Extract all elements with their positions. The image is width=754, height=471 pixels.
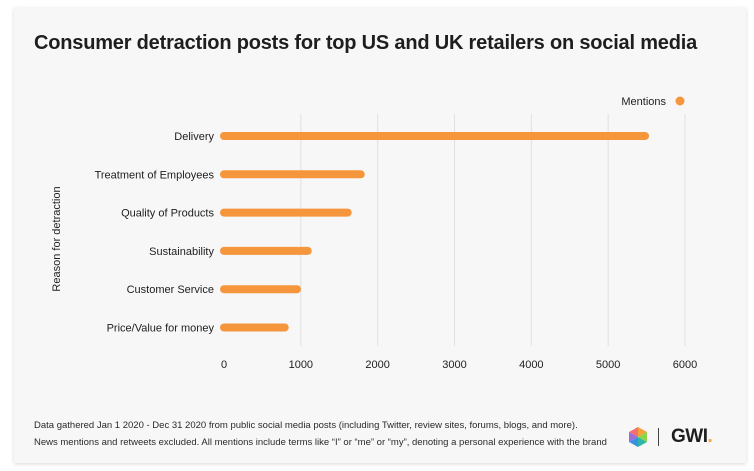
x-tick-label: 6000 xyxy=(673,359,697,371)
category-label: Sustainability xyxy=(149,246,214,258)
x-tick-labels: 0 1000 2000 3000 4000 5000 6000 xyxy=(221,359,697,371)
category-label: Quality of Products xyxy=(121,208,214,220)
category-label: Delivery xyxy=(174,131,214,143)
footnote-line-2: News mentions and retweets excluded. All… xyxy=(34,437,607,448)
category-label: Price/Value for money xyxy=(107,323,215,335)
legend: Mentions xyxy=(621,96,685,108)
footnote-line-1: Data gathered Jan 1 2020 - Dec 31 2020 f… xyxy=(34,420,578,431)
x-tick-label: 1000 xyxy=(289,359,313,371)
x-tick-label: 0 xyxy=(221,359,227,371)
y-axis-label: Reason for detraction xyxy=(51,186,63,291)
bars xyxy=(220,132,650,332)
hexagon-logo-icon xyxy=(629,427,647,447)
chart-title: Consumer detraction posts for top US and… xyxy=(34,32,697,54)
x-tick-label: 3000 xyxy=(442,359,466,371)
bar-chart: Delivery Treatment of Employees Quality of… xyxy=(51,96,697,371)
legend-marker-mentions xyxy=(675,96,685,106)
logo-separator xyxy=(658,428,659,446)
x-tick-label: 4000 xyxy=(519,359,543,371)
category-label: Treatment of Employees xyxy=(95,169,215,181)
x-tick-label: 2000 xyxy=(365,359,389,371)
gwi-logo: GWI. xyxy=(628,426,713,448)
category-labels: Delivery Treatment of Employees Quality of… xyxy=(95,131,215,335)
chart-card: Consumer detraction posts for top US and… xyxy=(14,8,746,463)
brand-dot: . xyxy=(707,426,713,447)
category-label: Customer Service xyxy=(127,284,214,296)
brand-wordmark: GWI xyxy=(671,426,708,447)
footnote: Data gathered Jan 1 2020 - Dec 31 2020 f… xyxy=(34,417,634,451)
x-tick-label: 5000 xyxy=(596,359,620,371)
legend-label-mentions: Mentions xyxy=(621,96,666,108)
grid-lines xyxy=(300,114,686,346)
